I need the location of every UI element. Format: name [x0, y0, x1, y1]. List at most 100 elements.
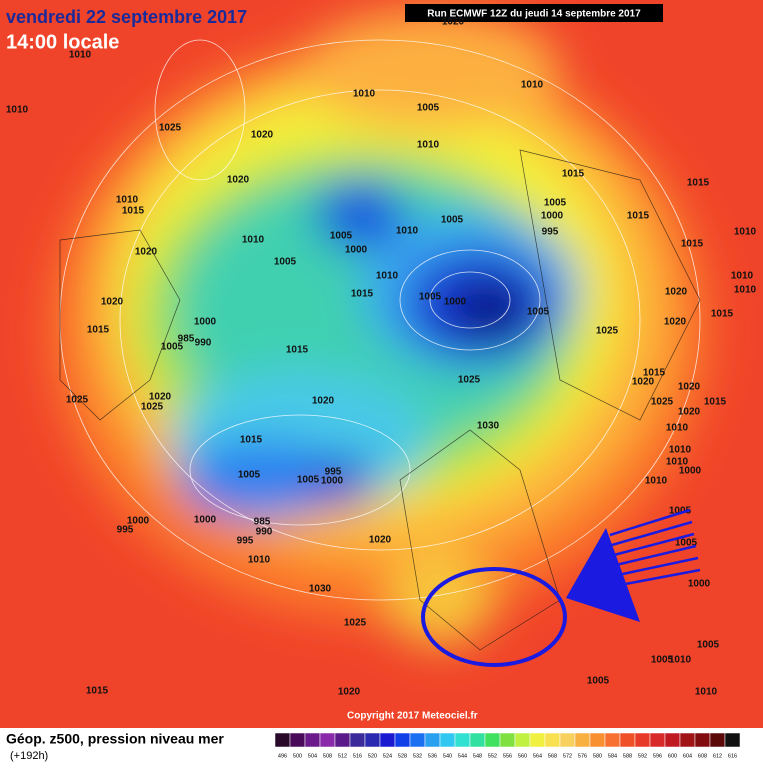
- scale-label: 552: [488, 753, 497, 759]
- pressure-label: 1015: [351, 289, 374, 300]
- pressure-label: 1010: [521, 80, 544, 91]
- scale-label: 616: [728, 753, 737, 759]
- scale-swatch: [499, 732, 516, 748]
- pressure-label: 1015: [562, 169, 585, 180]
- pressure-label: 1015: [681, 239, 704, 250]
- scale-label: 600: [668, 753, 677, 759]
- pressure-label: 1010: [116, 195, 139, 206]
- pressure-label: 1020: [135, 247, 158, 258]
- pressure-label: 1010: [417, 140, 440, 151]
- pressure-label: 985: [178, 334, 195, 345]
- pressure-label: 1020: [665, 287, 688, 298]
- scale-label: 568: [548, 753, 557, 759]
- pressure-label: 1010: [645, 476, 668, 487]
- scale-swatch: [604, 732, 621, 748]
- scale-label: 520: [368, 753, 377, 759]
- pressure-label: 1000: [127, 516, 150, 527]
- pressure-label: 1000: [345, 245, 368, 256]
- scale-swatch: [319, 732, 336, 748]
- pressure-label: 1000: [194, 515, 217, 526]
- pressure-label: 990: [256, 527, 273, 538]
- pressure-label: 1005: [544, 198, 567, 209]
- scale-label: 596: [653, 753, 662, 759]
- scale-label: 584: [608, 753, 617, 759]
- scale-swatch: [619, 732, 636, 748]
- pressure-label: 1000: [541, 211, 564, 222]
- pressure-label: 1000: [194, 317, 217, 328]
- run-box: [405, 4, 663, 22]
- scale-swatch: [274, 732, 291, 748]
- scale-swatch: [334, 732, 351, 748]
- scale-label: 500: [293, 753, 302, 759]
- pressure-label: 1025: [344, 618, 367, 629]
- scale-swatch: [484, 732, 501, 748]
- pressure-label: 1015: [86, 686, 109, 697]
- scale-swatch: [439, 732, 456, 748]
- pressure-label: 1015: [704, 397, 727, 408]
- pressure-label: 995: [542, 227, 559, 238]
- highlight-circle: [421, 567, 567, 667]
- scale-swatch: [514, 732, 531, 748]
- date: vendredi 22 septembre 2017: [6, 7, 247, 27]
- scale-swatch: [694, 732, 711, 748]
- pressure-label: 1010: [396, 226, 419, 237]
- pressure-label: 1025: [651, 397, 674, 408]
- pressure-label: 995: [325, 467, 342, 478]
- pressure-label: 1020: [678, 382, 701, 393]
- arrow: [566, 508, 701, 622]
- scale-swatch: [724, 732, 741, 748]
- pressure-label: 1025: [66, 395, 89, 406]
- scale-label: 524: [383, 753, 392, 759]
- pressure-label: 1005: [669, 506, 692, 517]
- pressure-label: 1015: [627, 211, 650, 222]
- pressure-label: 1005: [161, 342, 184, 353]
- pressure-label: 1015: [87, 325, 110, 336]
- pressure-label: 1020: [338, 687, 361, 698]
- pressure-label: 1010: [6, 105, 29, 116]
- pressure-label: 1020: [227, 175, 250, 186]
- pressure-label: 1015: [711, 309, 734, 320]
- pressure-label: 1000: [444, 297, 467, 308]
- scale-swatch: [304, 732, 321, 748]
- pressure-label: 1010: [734, 285, 757, 296]
- pressure-label: 1015: [687, 178, 710, 189]
- scale-label: 592: [638, 753, 647, 759]
- pressure-label: 1025: [458, 375, 481, 386]
- pressure-label: 1005: [419, 292, 442, 303]
- scale-swatch: [409, 732, 426, 748]
- scale-label: 504: [308, 753, 317, 759]
- pressure-label: 1005: [527, 307, 550, 318]
- scale-label: 572: [563, 753, 572, 759]
- scale-swatch: [589, 732, 606, 748]
- pressure-label: 1030: [309, 584, 332, 595]
- pressure-label: 1010: [669, 655, 692, 666]
- pressure-label: 1020: [101, 297, 124, 308]
- scale-label: 496: [278, 753, 287, 759]
- pressure-label: 1010: [248, 555, 271, 566]
- lead-time: (+192h): [10, 750, 48, 762]
- pressure-label: 1005: [587, 676, 610, 687]
- geopotential-field: [0, 0, 763, 728]
- scale-swatch: [349, 732, 366, 748]
- scale-label: 556: [503, 753, 512, 759]
- pressure-label: 1005: [297, 475, 320, 486]
- pressure-label: 1010: [666, 457, 689, 468]
- pressure-label: 1020: [149, 392, 172, 403]
- scale-label: 588: [623, 753, 632, 759]
- pressure-label: 1010: [376, 271, 399, 282]
- pressure-label: 1005: [274, 257, 297, 268]
- pressure-label: 1020: [632, 377, 655, 388]
- pressure-label: 1015: [122, 206, 145, 217]
- scale-label: 604: [683, 753, 692, 759]
- pressure-label: 1015: [286, 345, 309, 356]
- scale-label: 548: [473, 753, 482, 759]
- scale-swatch: [559, 732, 576, 748]
- pressure-label: 1005: [697, 640, 720, 651]
- pressure-label: 1020: [678, 407, 701, 418]
- scale-swatch: [709, 732, 726, 748]
- pressure-label: 995: [237, 536, 254, 547]
- pressure-label: 1010: [731, 271, 754, 282]
- scale-swatch: [544, 732, 561, 748]
- pressure-label: 1010: [669, 445, 692, 456]
